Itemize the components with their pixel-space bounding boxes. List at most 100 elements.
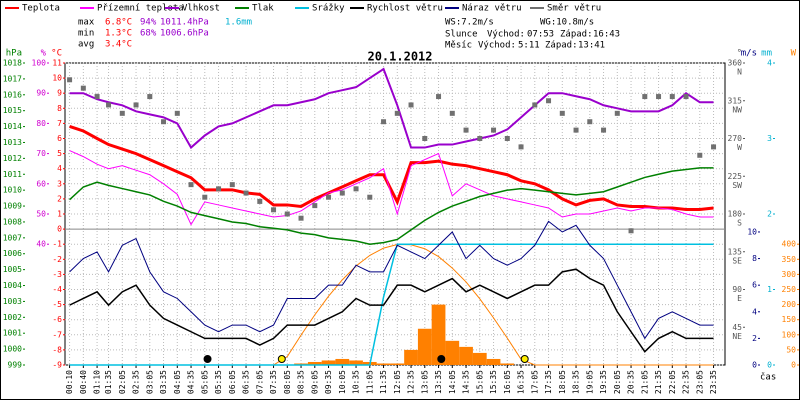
dir-point	[642, 94, 648, 100]
x-tick-label: 16:05	[503, 370, 512, 394]
x-tick-label: 09:35	[324, 370, 333, 394]
y-tick-label: 4	[57, 164, 62, 173]
dir-point	[298, 215, 304, 221]
radiation-bar	[431, 304, 446, 365]
y-tick-label: -7	[52, 330, 62, 339]
y-tick-label: 45	[732, 323, 742, 332]
series-line	[69, 167, 714, 245]
y-tick-label: 50	[786, 345, 796, 354]
x-tick-label: 21:35	[654, 370, 663, 394]
legend-label: Přízemní teplota	[97, 4, 184, 14]
y-tick-label: 1013	[3, 138, 22, 147]
ws: WS:7.2m/s	[445, 18, 494, 28]
y-tick-label: -9	[52, 361, 62, 370]
radiation-bar	[294, 363, 308, 365]
radiation-bar	[404, 349, 418, 365]
x-tick-label: 23:35	[709, 370, 718, 394]
moon-rise-marker	[203, 355, 212, 363]
y-tick-label: 2	[57, 194, 62, 203]
y-tick-label: 200	[782, 300, 797, 309]
dir-point	[271, 207, 277, 213]
y-tick-label: 135	[728, 247, 743, 256]
axis-unit: hPa	[6, 49, 22, 59]
y-tick-label: -8	[52, 345, 62, 354]
x-tick-label: 05:05	[200, 370, 209, 394]
y-tick-label: 0	[791, 361, 796, 370]
radiation-bar	[376, 363, 391, 365]
radiation-bar	[349, 360, 363, 365]
dir-point	[326, 194, 332, 200]
x-tick-label: 15:35	[489, 370, 498, 394]
sun-set-marker	[520, 355, 529, 363]
y-tick-label: 0	[57, 225, 62, 234]
stat: 68%	[140, 29, 157, 39]
x-tick-label: 04:35	[187, 370, 196, 394]
dir-point	[119, 110, 125, 116]
y-tick-label: 1009	[3, 202, 22, 211]
dir-point	[614, 110, 620, 116]
dir-point	[697, 152, 703, 158]
wg: WG:10.8m/s	[540, 18, 594, 28]
stat: avg	[78, 40, 94, 50]
axis-unit: °C	[51, 49, 62, 59]
y-tick-label: 10	[52, 74, 62, 83]
series-line	[69, 150, 714, 226]
x-tick-label: 10:05	[338, 370, 347, 394]
dir-point	[312, 203, 318, 209]
y-tick-label: 90	[36, 89, 46, 98]
stat: 1011.4hPa	[160, 18, 209, 28]
x-tick-label: 23:05	[695, 370, 704, 394]
dir-point	[188, 182, 194, 188]
y-tick-label: 360	[728, 59, 743, 68]
y-tick-label: 1011	[3, 170, 22, 179]
dir-point	[559, 110, 565, 116]
dir-point	[229, 182, 235, 188]
radiation-bar	[500, 363, 515, 365]
y-tick-label: 1017	[3, 74, 22, 83]
x-tick-label: 21:05	[640, 370, 649, 394]
y-tick-label: 1003	[3, 297, 22, 306]
x-tick-label: 09:05	[310, 370, 319, 394]
x-tick-label: 22:35	[682, 370, 691, 394]
dir-point	[656, 94, 662, 100]
y-tick-label: 100	[782, 330, 797, 339]
x-tick-label: 01:35	[104, 370, 113, 394]
y-tick-label: 70	[36, 149, 46, 158]
axis-unit: %	[41, 49, 47, 59]
dir-point	[133, 102, 139, 108]
stat: 3.4°C	[105, 40, 132, 50]
stat: 94%	[140, 18, 157, 28]
sun-rise-marker	[277, 355, 286, 363]
radiation-bar	[445, 340, 460, 365]
y-tick-label: 60	[36, 179, 46, 188]
y-tick-label: 6	[752, 281, 757, 290]
dir-point	[463, 127, 469, 133]
compass-label: SE	[732, 256, 742, 265]
x-tick-label: 16:35	[517, 370, 526, 394]
compass-label: N	[737, 68, 742, 77]
stat: 1.6mm	[225, 18, 252, 28]
y-tick-label: 2	[752, 334, 757, 343]
x-tick-label: 12:05	[393, 370, 402, 394]
y-tick-label: 1014	[3, 122, 22, 131]
y-tick-label: 3	[57, 179, 62, 188]
chart-title: 20.1.2012	[367, 50, 432, 64]
x-tick-label: 15:05	[475, 370, 484, 394]
y-tick-label: 0	[767, 361, 772, 370]
dir-point	[491, 127, 497, 133]
radiation-bar	[307, 361, 322, 365]
x-tick-label: 03:35	[159, 370, 168, 394]
y-tick-label: 1015	[3, 106, 22, 115]
y-tick-label: -6	[52, 315, 62, 324]
y-tick-label: 999	[8, 361, 23, 370]
y-tick-label: -5	[52, 300, 62, 309]
y-tick-label: 4	[767, 59, 772, 68]
x-tick-label: 14:35	[462, 370, 471, 394]
y-tick-label: 1010	[3, 186, 22, 195]
y-tick-label: 1000	[3, 345, 22, 354]
y-tick-label: 1001	[3, 329, 22, 338]
y-tick-label: 1007	[3, 233, 22, 242]
y-tick-label: 9	[57, 89, 62, 98]
sun-rise: 07:53	[527, 30, 554, 40]
